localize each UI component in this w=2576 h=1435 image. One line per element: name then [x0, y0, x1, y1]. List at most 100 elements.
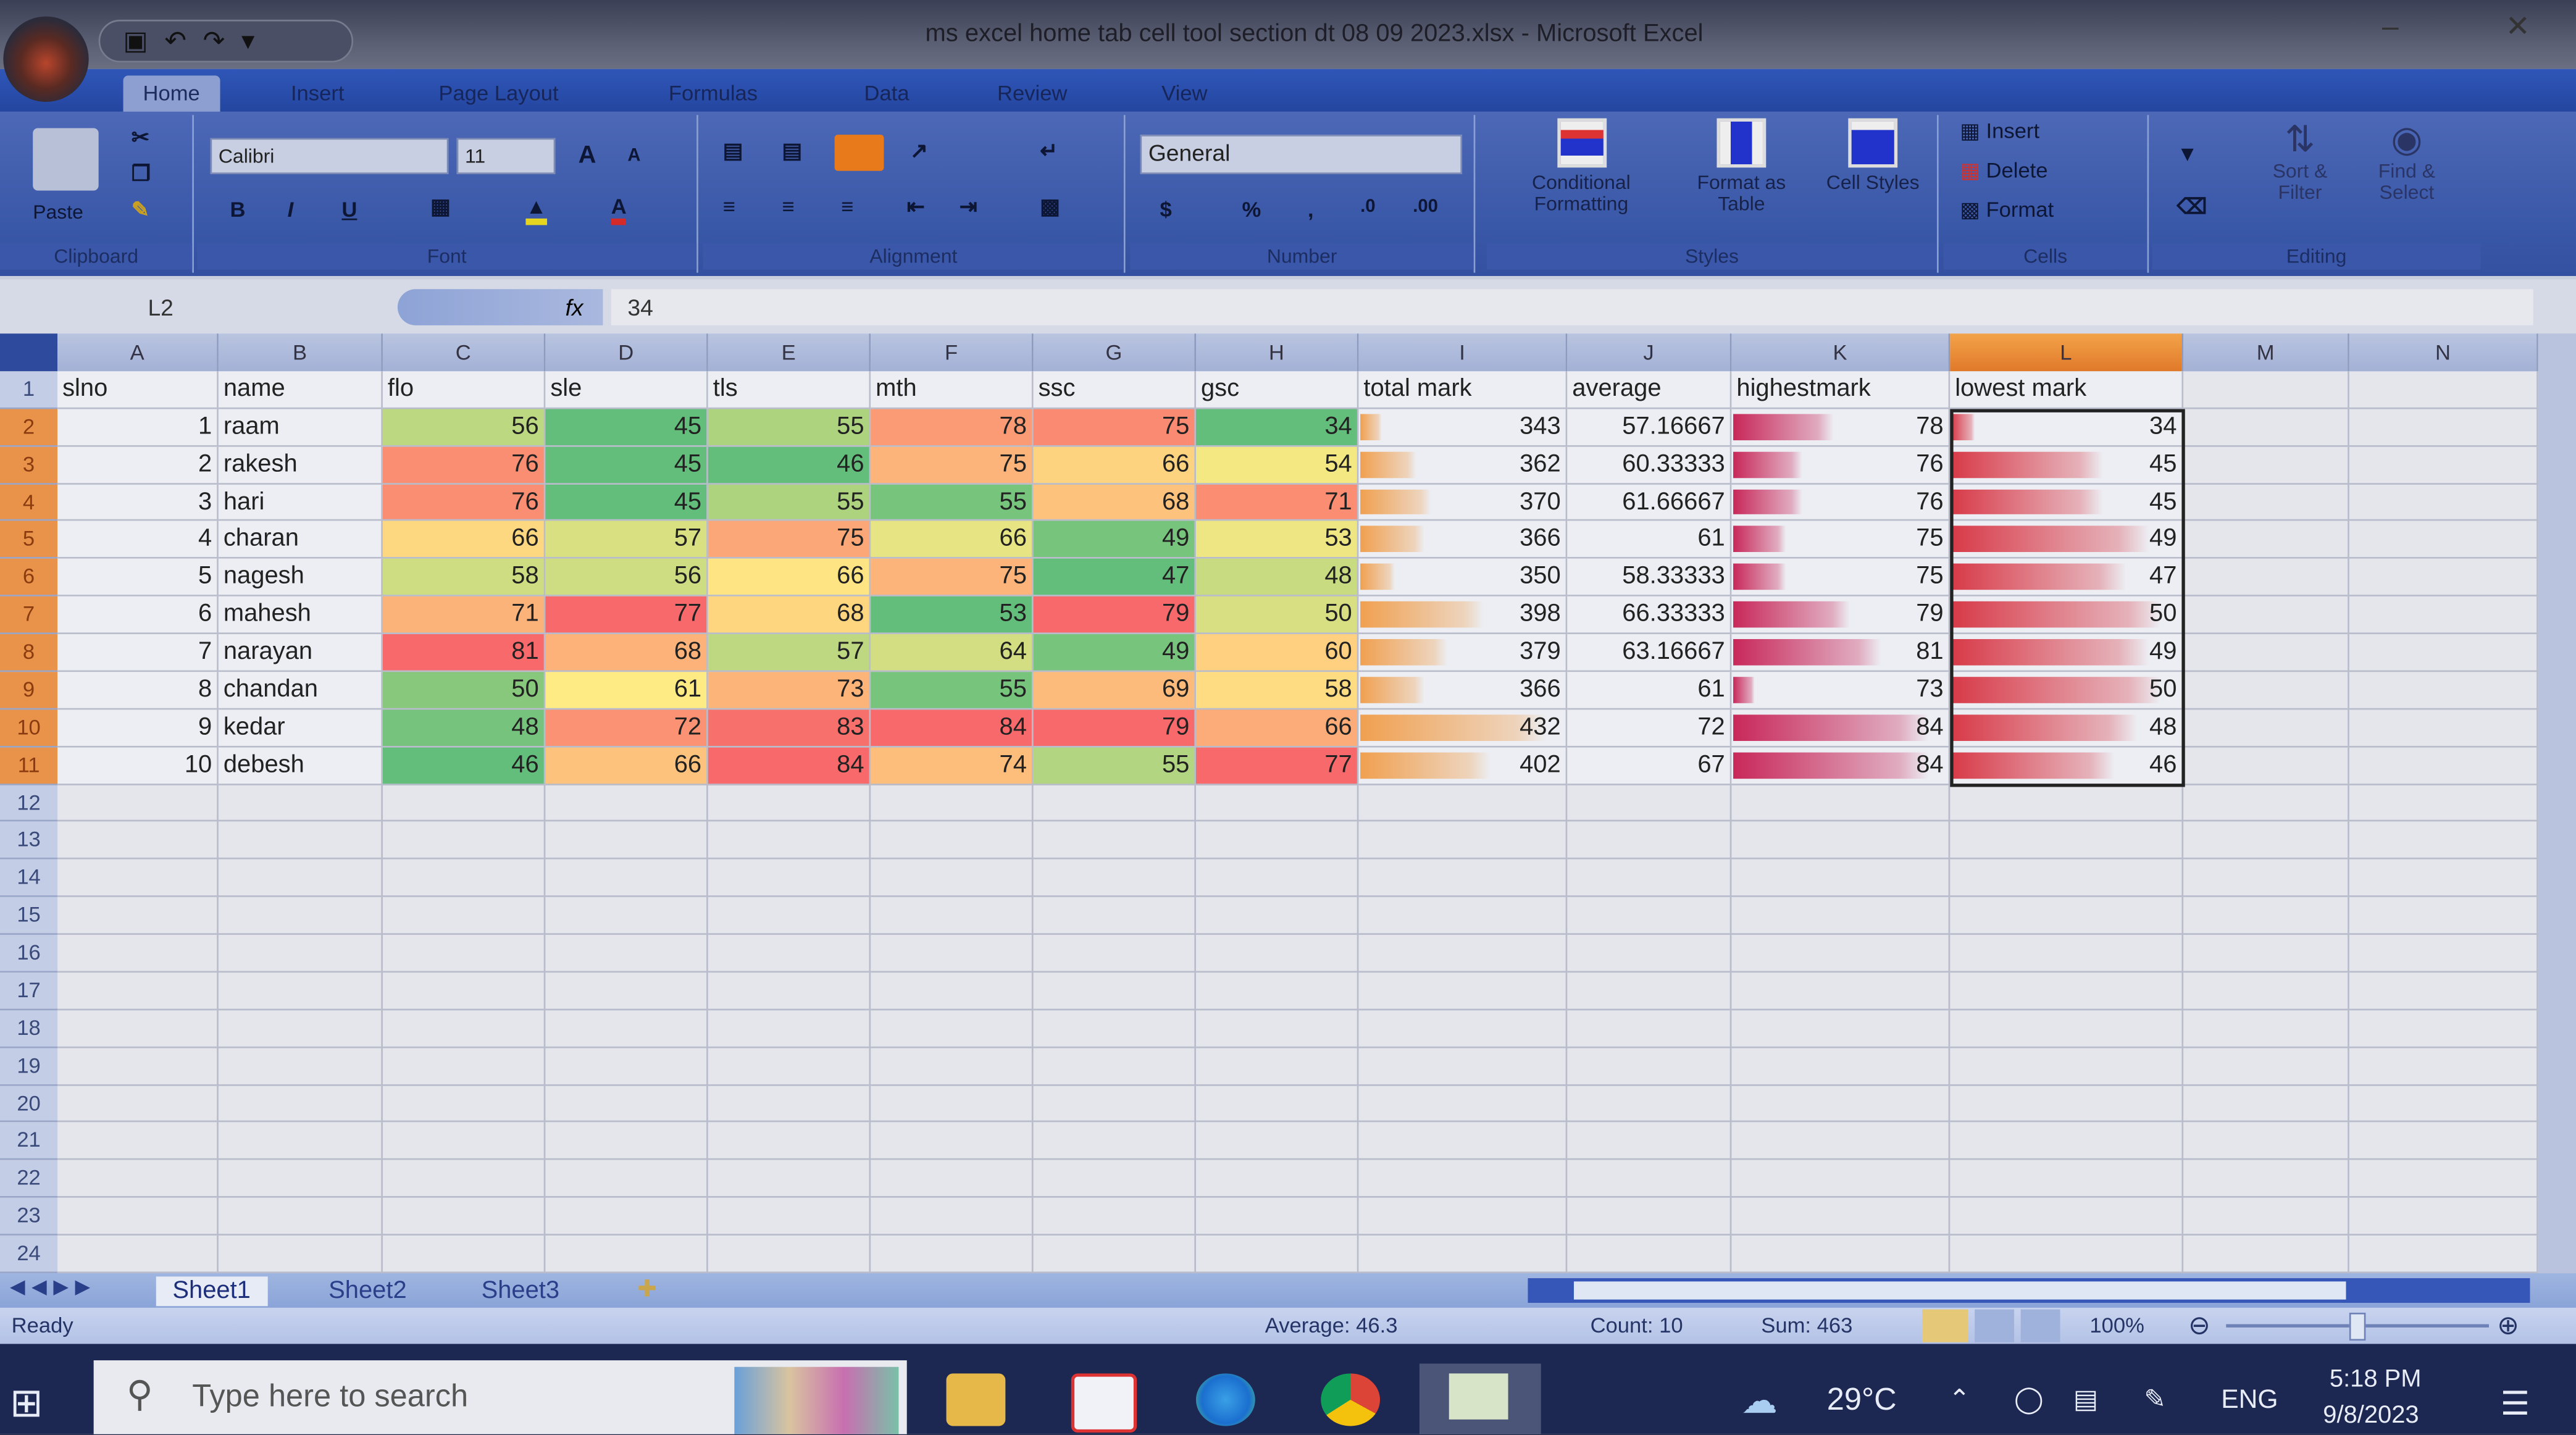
cell-l15[interactable] [1950, 897, 2184, 935]
cell-l21[interactable] [1950, 1123, 2184, 1161]
cell-l10[interactable]: 48 [1950, 709, 2184, 747]
cell-h12[interactable] [1195, 784, 1359, 822]
cell-a16[interactable] [57, 935, 219, 973]
cell-j9[interactable]: 61 [1567, 672, 1732, 709]
fill-color-icon[interactable]: ▲ [525, 194, 547, 225]
cell-a8[interactable]: 7 [57, 634, 219, 672]
cell-e21[interactable] [708, 1123, 871, 1161]
currency-button[interactable]: $ [1160, 197, 1172, 222]
taskbar-search[interactable]: ⚲ Type here to search [93, 1360, 907, 1434]
cell-e10[interactable]: 83 [708, 709, 871, 747]
cell-k8[interactable]: 81 [1731, 634, 1951, 672]
cell-l6[interactable]: 47 [1950, 559, 2184, 597]
cell-j16[interactable] [1567, 935, 1732, 973]
cell-i8[interactable]: 379 [1358, 634, 1568, 672]
cell-f3[interactable]: 75 [871, 446, 1034, 484]
cell-l8[interactable]: 49 [1950, 634, 2184, 672]
cell-b7[interactable]: mahesh [218, 596, 383, 635]
cell-m6[interactable] [2183, 559, 2349, 597]
cell-g12[interactable] [1033, 784, 1196, 822]
weather-temp[interactable]: 29°C [1826, 1383, 1897, 1418]
cell-d3[interactable]: 45 [545, 446, 708, 484]
cell-j2[interactable]: 57.16667 [1567, 409, 1732, 446]
cell-h24[interactable] [1195, 1235, 1359, 1273]
cell-a11[interactable]: 10 [57, 747, 219, 785]
row-header-20[interactable]: 20 [0, 1085, 58, 1123]
cell-b11[interactable]: debesh [218, 747, 383, 785]
cell-h7[interactable]: 50 [1195, 596, 1359, 635]
cell-j11[interactable]: 67 [1567, 747, 1732, 785]
row-header-24[interactable]: 24 [0, 1235, 58, 1273]
cell-e6[interactable]: 66 [708, 559, 871, 597]
cell-e1[interactable]: tls [708, 371, 871, 409]
cell-c14[interactable] [382, 860, 546, 898]
cell-e16[interactable] [708, 935, 871, 973]
cell-i6[interactable]: 350 [1358, 559, 1568, 597]
cell-i17[interactable] [1358, 972, 1568, 1010]
cell-g8[interactable]: 49 [1033, 634, 1196, 672]
tray-chevron-icon[interactable]: ⌃ [1948, 1386, 1971, 1415]
cell-k16[interactable] [1731, 935, 1951, 973]
cell-n16[interactable] [2349, 935, 2538, 973]
cell-g22[interactable] [1033, 1160, 1196, 1198]
cell-h20[interactable] [1195, 1085, 1359, 1123]
row-header-17[interactable]: 17 [0, 972, 58, 1010]
vertical-scrollbar[interactable] [2538, 333, 2576, 1274]
cell-d5[interactable]: 57 [545, 521, 708, 559]
cell-i21[interactable] [1358, 1123, 1568, 1161]
cell-e24[interactable] [708, 1235, 871, 1273]
zoom-out-icon[interactable]: ⊖ [2188, 1312, 2210, 1341]
cell-d1[interactable]: sle [545, 371, 708, 409]
sheet-nav-arrows-icon[interactable]: ◀◀▶▶ [9, 1274, 97, 1298]
italic-button[interactable]: I [287, 197, 294, 222]
cell-i24[interactable] [1358, 1235, 1568, 1273]
cell-f11[interactable]: 74 [871, 747, 1034, 785]
cell-m21[interactable] [2183, 1123, 2349, 1161]
cell-a15[interactable] [57, 897, 219, 935]
cell-b14[interactable] [218, 860, 383, 898]
cell-n20[interactable] [2349, 1085, 2538, 1123]
edge-icon[interactable] [1195, 1373, 1255, 1426]
cell-n9[interactable] [2349, 672, 2538, 709]
cell-e2[interactable]: 55 [708, 409, 871, 446]
sheet-tab-sheet3[interactable]: Sheet3 [481, 1276, 560, 1305]
cell-l2[interactable]: 34 [1950, 409, 2184, 446]
tab-home[interactable]: Home [123, 75, 220, 112]
cell-j12[interactable] [1567, 784, 1732, 822]
cell-d20[interactable] [545, 1085, 708, 1123]
cell-j13[interactable] [1567, 822, 1732, 860]
cell-f24[interactable] [871, 1235, 1034, 1273]
cell-f12[interactable] [871, 784, 1034, 822]
cell-l3[interactable]: 45 [1950, 446, 2184, 484]
cell-j23[interactable] [1567, 1197, 1732, 1236]
column-header-j[interactable]: J [1567, 333, 1732, 372]
cell-i20[interactable] [1358, 1085, 1568, 1123]
cell-f14[interactable] [871, 860, 1034, 898]
cell-d8[interactable]: 68 [545, 634, 708, 672]
cell-g24[interactable] [1033, 1235, 1196, 1273]
row-header-6[interactable]: 6 [0, 559, 58, 597]
cell-f22[interactable] [871, 1160, 1034, 1198]
cell-c9[interactable]: 50 [382, 672, 546, 709]
cell-i2[interactable]: 343 [1358, 409, 1568, 446]
pen-icon[interactable]: ✎ [2144, 1386, 2166, 1415]
cell-a17[interactable] [57, 972, 219, 1010]
cell-c5[interactable]: 66 [382, 521, 546, 559]
column-header-d[interactable]: D [545, 333, 708, 372]
cell-f7[interactable]: 53 [871, 596, 1034, 635]
row-header-18[interactable]: 18 [0, 1010, 58, 1048]
align-left-icon[interactable]: ≡ [722, 193, 735, 219]
cell-g18[interactable] [1033, 1010, 1196, 1048]
cell-b6[interactable]: nagesh [218, 559, 383, 597]
cell-n21[interactable] [2349, 1123, 2538, 1161]
meet-icon[interactable]: ◯ [2014, 1386, 2044, 1415]
cell-b5[interactable]: charan [218, 521, 383, 559]
cell-a20[interactable] [57, 1085, 219, 1123]
cell-j6[interactable]: 58.33333 [1567, 559, 1732, 597]
notifications-icon[interactable]: ☰ [2500, 1386, 2530, 1423]
cell-i16[interactable] [1358, 935, 1568, 973]
cell-b13[interactable] [218, 822, 383, 860]
cell-l4[interactable]: 45 [1950, 483, 2184, 522]
cell-f20[interactable] [871, 1085, 1034, 1123]
cell-m23[interactable] [2183, 1197, 2349, 1236]
